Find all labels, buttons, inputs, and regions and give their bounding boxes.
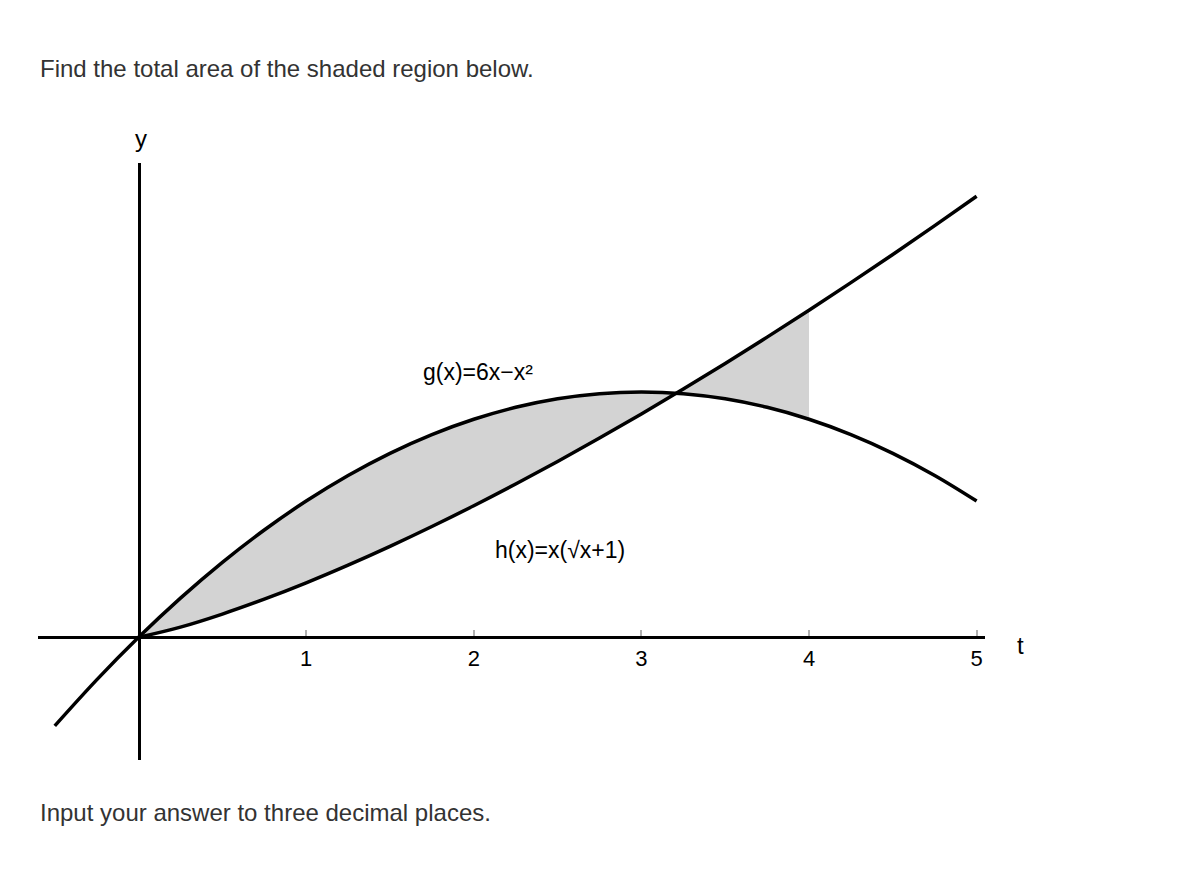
svg-text:y: y (135, 125, 147, 152)
svg-text:Find the total area of the sha: Find the total area of the shaded region… (40, 55, 534, 82)
svg-text:3: 3 (635, 646, 647, 671)
svg-text:5: 5 (970, 646, 982, 671)
svg-text:Input your answer to three dec: Input your answer to three decimal place… (40, 799, 491, 826)
svg-text:1: 1 (300, 646, 312, 671)
svg-text:2: 2 (468, 646, 480, 671)
svg-text:t: t (1017, 632, 1024, 659)
svg-text:4: 4 (803, 646, 815, 671)
svg-text:h(x)=x(√x+1): h(x)=x(√x+1) (495, 537, 625, 563)
svg-text:g(x)=6x−x²: g(x)=6x−x² (423, 359, 533, 385)
